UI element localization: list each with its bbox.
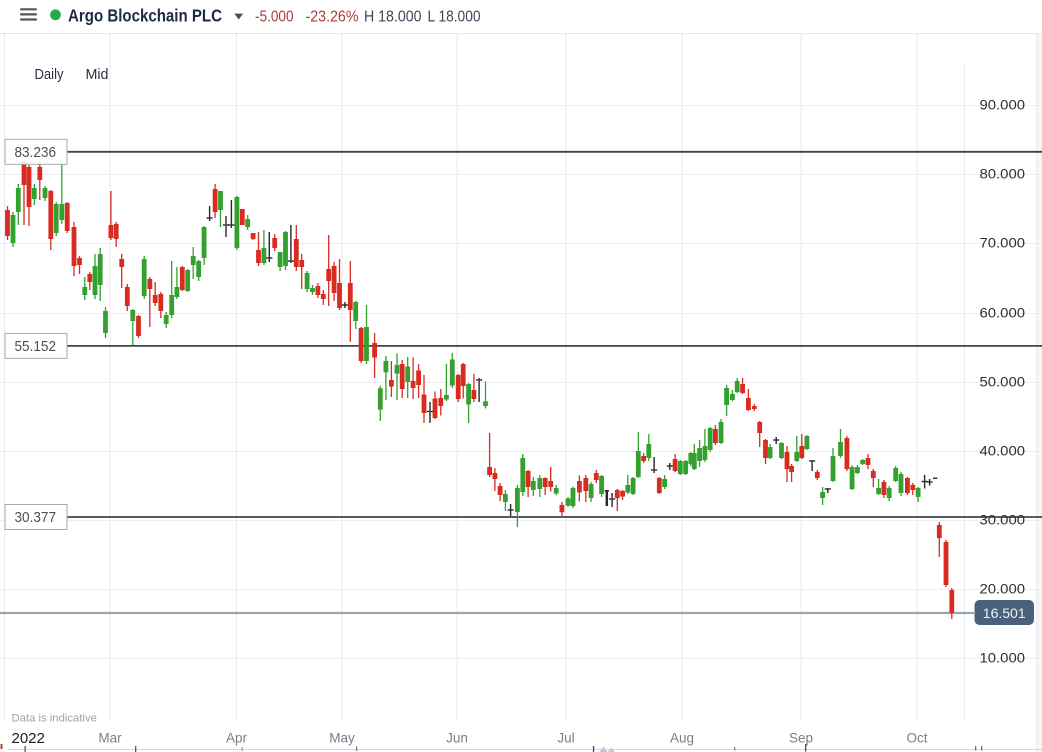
svg-text:30.377: 30.377 <box>15 509 57 526</box>
svg-text:L 18.000: L 18.000 <box>428 9 481 26</box>
svg-text:-5.000: -5.000 <box>255 9 294 26</box>
svg-text:Apr: Apr <box>226 731 248 746</box>
svg-text:50.000: 50.000 <box>980 375 1026 390</box>
svg-text:83.236: 83.236 <box>15 144 57 161</box>
svg-text:55.152: 55.152 <box>15 338 57 355</box>
svg-text:Data is indicative: Data is indicative <box>12 713 97 725</box>
svg-text:H 18.000: H 18.000 <box>364 9 422 26</box>
svg-text:80.000: 80.000 <box>980 167 1026 182</box>
svg-text:Mid: Mid <box>86 66 109 83</box>
svg-text:Oct: Oct <box>906 731 927 746</box>
svg-text:Argo Blockchain PLC: Argo Blockchain PLC <box>68 6 222 26</box>
svg-text:90.000: 90.000 <box>980 98 1026 113</box>
svg-text:-23.26%: -23.26% <box>306 9 359 26</box>
svg-text:30.000: 30.000 <box>980 513 1026 528</box>
svg-text:70.000: 70.000 <box>980 236 1026 251</box>
svg-text:Jul: Jul <box>557 731 574 746</box>
svg-text:20.000: 20.000 <box>980 582 1026 597</box>
svg-text:Jun: Jun <box>446 731 468 746</box>
svg-text:40.000: 40.000 <box>980 444 1026 459</box>
svg-text:2022: 2022 <box>12 730 45 747</box>
svg-text:Sep: Sep <box>789 731 813 746</box>
svg-text:60.000: 60.000 <box>980 306 1026 321</box>
svg-text:Daily: Daily <box>35 66 64 83</box>
svg-text:10.000: 10.000 <box>980 651 1026 666</box>
svg-text:Aug: Aug <box>670 731 694 746</box>
svg-text:Mar: Mar <box>98 731 122 746</box>
svg-text:16.501: 16.501 <box>983 605 1026 621</box>
svg-text:May: May <box>329 731 355 746</box>
